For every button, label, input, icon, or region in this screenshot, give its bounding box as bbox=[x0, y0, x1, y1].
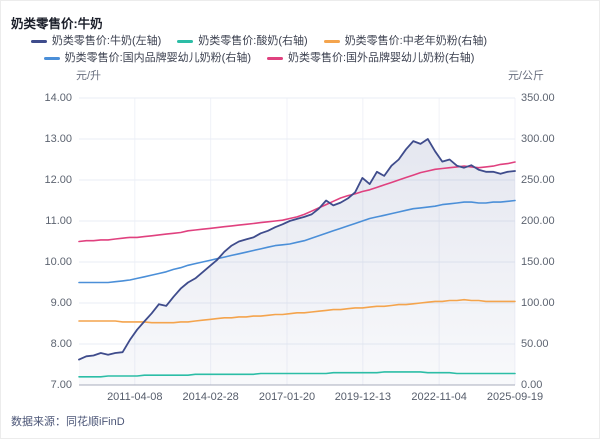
right-axis-unit-label: 元/公斤 bbox=[507, 70, 544, 82]
y-axis-left-tick-label: 7.00 bbox=[50, 379, 72, 391]
legend-item[interactable]: 奶类零售价:牛奶(左轴) bbox=[30, 33, 162, 50]
y-axis-left: 14.00 13.00 12.00 11.00 10.00 9.00 8.00 7.00 bbox=[1, 1, 72, 438]
y-axis-left-tick-label: 14.00 bbox=[44, 92, 72, 104]
legend-marker-icon bbox=[177, 40, 194, 43]
legend-label: 奶类零售价:牛奶(左轴) bbox=[51, 35, 162, 47]
legend-label: 奶类零售价:国外品牌婴幼儿奶粉(右轴) bbox=[288, 52, 475, 64]
x-axis-tick-label: 2022-11-04 bbox=[411, 391, 467, 403]
y-axis-right-tick-label: 300.00 bbox=[521, 133, 555, 145]
legend-marker-icon bbox=[43, 57, 60, 60]
legend-row: 奶类零售价:牛奶(左轴) 奶类零售价:酸奶(右轴) 奶类零售价:中老年奶粉(右轴) bbox=[23, 33, 495, 50]
chart-title: 奶类零售价:牛奶 bbox=[11, 17, 103, 31]
legend-item[interactable]: 奶类零售价:国外品牌婴幼儿奶粉(右轴) bbox=[267, 50, 474, 67]
y-axis-right-tick-label: 250.00 bbox=[521, 174, 555, 186]
data-source: 数据来源：同花顺iFinD bbox=[11, 416, 125, 428]
series-line bbox=[78, 371, 516, 378]
y-axis-left-tick-label: 8.00 bbox=[50, 338, 72, 350]
x-axis: 2011-04-08 2014-02-28 2017-01-20 2019-12-13… bbox=[1, 390, 599, 405]
legend-label: 奶类零售价:酸奶(右轴) bbox=[198, 35, 308, 47]
legend-marker-icon bbox=[30, 40, 47, 43]
series-line bbox=[78, 298, 516, 324]
x-axis-tick-label: 2017-01-20 bbox=[258, 391, 316, 403]
series-line bbox=[78, 161, 516, 243]
y-axis-right-tick-label: 150.00 bbox=[521, 256, 555, 268]
y-axis-right-tick-label: 50.00 bbox=[521, 338, 549, 350]
y-axis-right-tick-label: 200.00 bbox=[521, 215, 555, 227]
x-axis-tick-label: 2025-09-19 bbox=[486, 391, 544, 403]
legend-item[interactable]: 奶类零售价:国内品牌婴幼儿奶粉(右轴) bbox=[43, 50, 251, 67]
y-axis-right-tick-label: 100.00 bbox=[521, 297, 555, 309]
legend-item[interactable]: 奶类零售价:酸奶(右轴) bbox=[177, 33, 308, 50]
x-axis-tick-label: 2019-12-13 bbox=[334, 391, 391, 403]
series-line bbox=[78, 138, 516, 361]
legend-label: 奶类零售价:国内品牌婴幼儿奶粉(右轴) bbox=[64, 52, 251, 64]
legend-row: 奶类零售价:国内品牌婴幼儿奶粉(右轴) 奶类零售价:国外品牌婴幼儿奶粉(右轴) bbox=[36, 50, 483, 67]
left-axis-unit-label: 元/升 bbox=[76, 70, 102, 82]
y-axis-right-tick-label: 0.00 bbox=[521, 379, 543, 391]
legend-label: 奶类零售价:中老年奶粉(右轴) bbox=[344, 35, 488, 47]
y-axis-right: 350.00 300.00 250.00 200.00 150.00 100.00 50.0… bbox=[521, 1, 596, 438]
series-line bbox=[78, 199, 516, 284]
area-fill bbox=[79, 139, 515, 385]
y-axis-left-tick-label: 11.00 bbox=[45, 215, 72, 227]
legend: 奶类零售价:牛奶(左轴) 奶类零售价:酸奶(右轴) 奶类零售价:中老年奶粉(右轴) 奶… bbox=[1, 33, 517, 67]
legend-marker-icon bbox=[323, 40, 340, 43]
y-axis-right-tick-label: 350.00 bbox=[521, 92, 555, 104]
x-axis-tick-label: 2014-02-28 bbox=[182, 391, 239, 403]
y-axis-left-tick-label: 12.00 bbox=[44, 174, 72, 186]
legend-marker-icon bbox=[267, 57, 283, 60]
x-axis-tick-label: 2011-04-08 bbox=[107, 391, 163, 403]
y-axis-left-tick-label: 9.00 bbox=[50, 297, 72, 309]
y-axis-left-tick-label: 10.00 bbox=[44, 256, 72, 268]
y-axis-left-tick-label: 13.00 bbox=[44, 133, 72, 145]
legend-item[interactable]: 奶类零售价:中老年奶粉(右轴) bbox=[323, 33, 488, 50]
